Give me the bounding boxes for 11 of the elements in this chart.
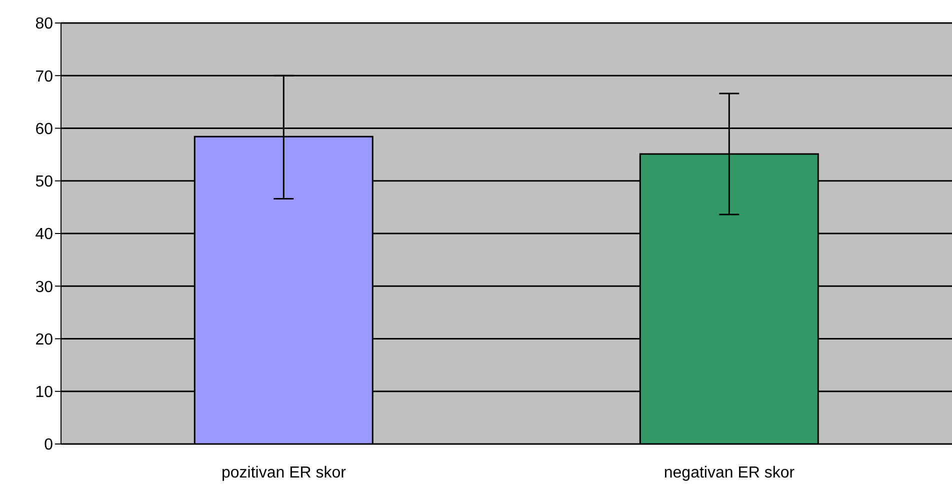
- y-tick-label: 80: [35, 16, 54, 33]
- y-tick-label: 40: [35, 226, 54, 244]
- x-tick-label: pozitivan ER skor: [222, 464, 347, 482]
- y-tick-label: 20: [35, 331, 54, 348]
- y-tick-label: 70: [35, 68, 54, 86]
- y-tick-label: 30: [35, 278, 54, 296]
- y-tick-label: 0: [44, 436, 54, 454]
- y-tick-label: 10: [35, 384, 54, 402]
- y-tick-label: 60: [35, 120, 54, 138]
- x-tick-label: negativan ER skor: [664, 464, 796, 482]
- y-tick-label: 50: [35, 174, 54, 191]
